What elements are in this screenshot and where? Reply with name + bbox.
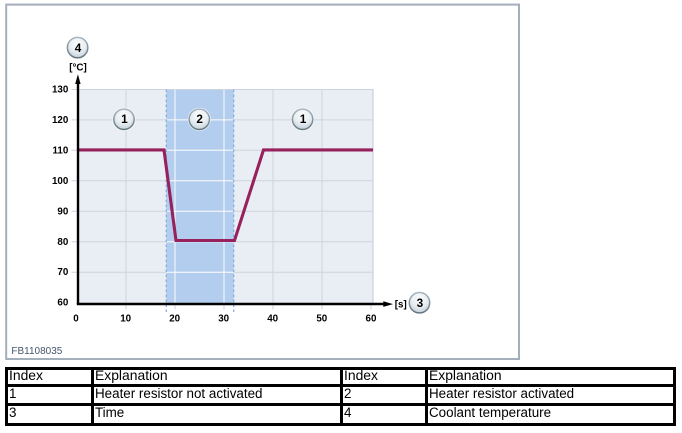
svg-text:110: 110	[52, 145, 68, 156]
svg-text:2: 2	[196, 112, 203, 126]
svg-text:130: 130	[52, 85, 69, 96]
svg-text:100: 100	[52, 176, 69, 187]
svg-text:70: 70	[57, 267, 68, 278]
svg-text:FB1108035: FB1108035	[11, 346, 62, 357]
svg-text:3: 3	[417, 296, 424, 310]
svg-text:4: 4	[75, 41, 82, 55]
svg-text:10: 10	[120, 314, 131, 325]
svg-text:90: 90	[57, 206, 68, 217]
svg-text:80: 80	[57, 237, 68, 248]
svg-text:30: 30	[218, 314, 229, 325]
svg-text:60: 60	[57, 298, 68, 309]
svg-text:60: 60	[366, 314, 377, 325]
svg-text:120: 120	[52, 115, 69, 126]
svg-text:40: 40	[267, 314, 278, 325]
svg-text:[s]: [s]	[395, 299, 407, 310]
svg-text:1: 1	[121, 112, 128, 126]
svg-text:20: 20	[169, 314, 180, 325]
svg-text:1: 1	[300, 112, 307, 126]
svg-text:[°C]: [°C]	[69, 62, 87, 73]
svg-text:50: 50	[316, 314, 327, 325]
svg-text:0: 0	[73, 314, 79, 325]
